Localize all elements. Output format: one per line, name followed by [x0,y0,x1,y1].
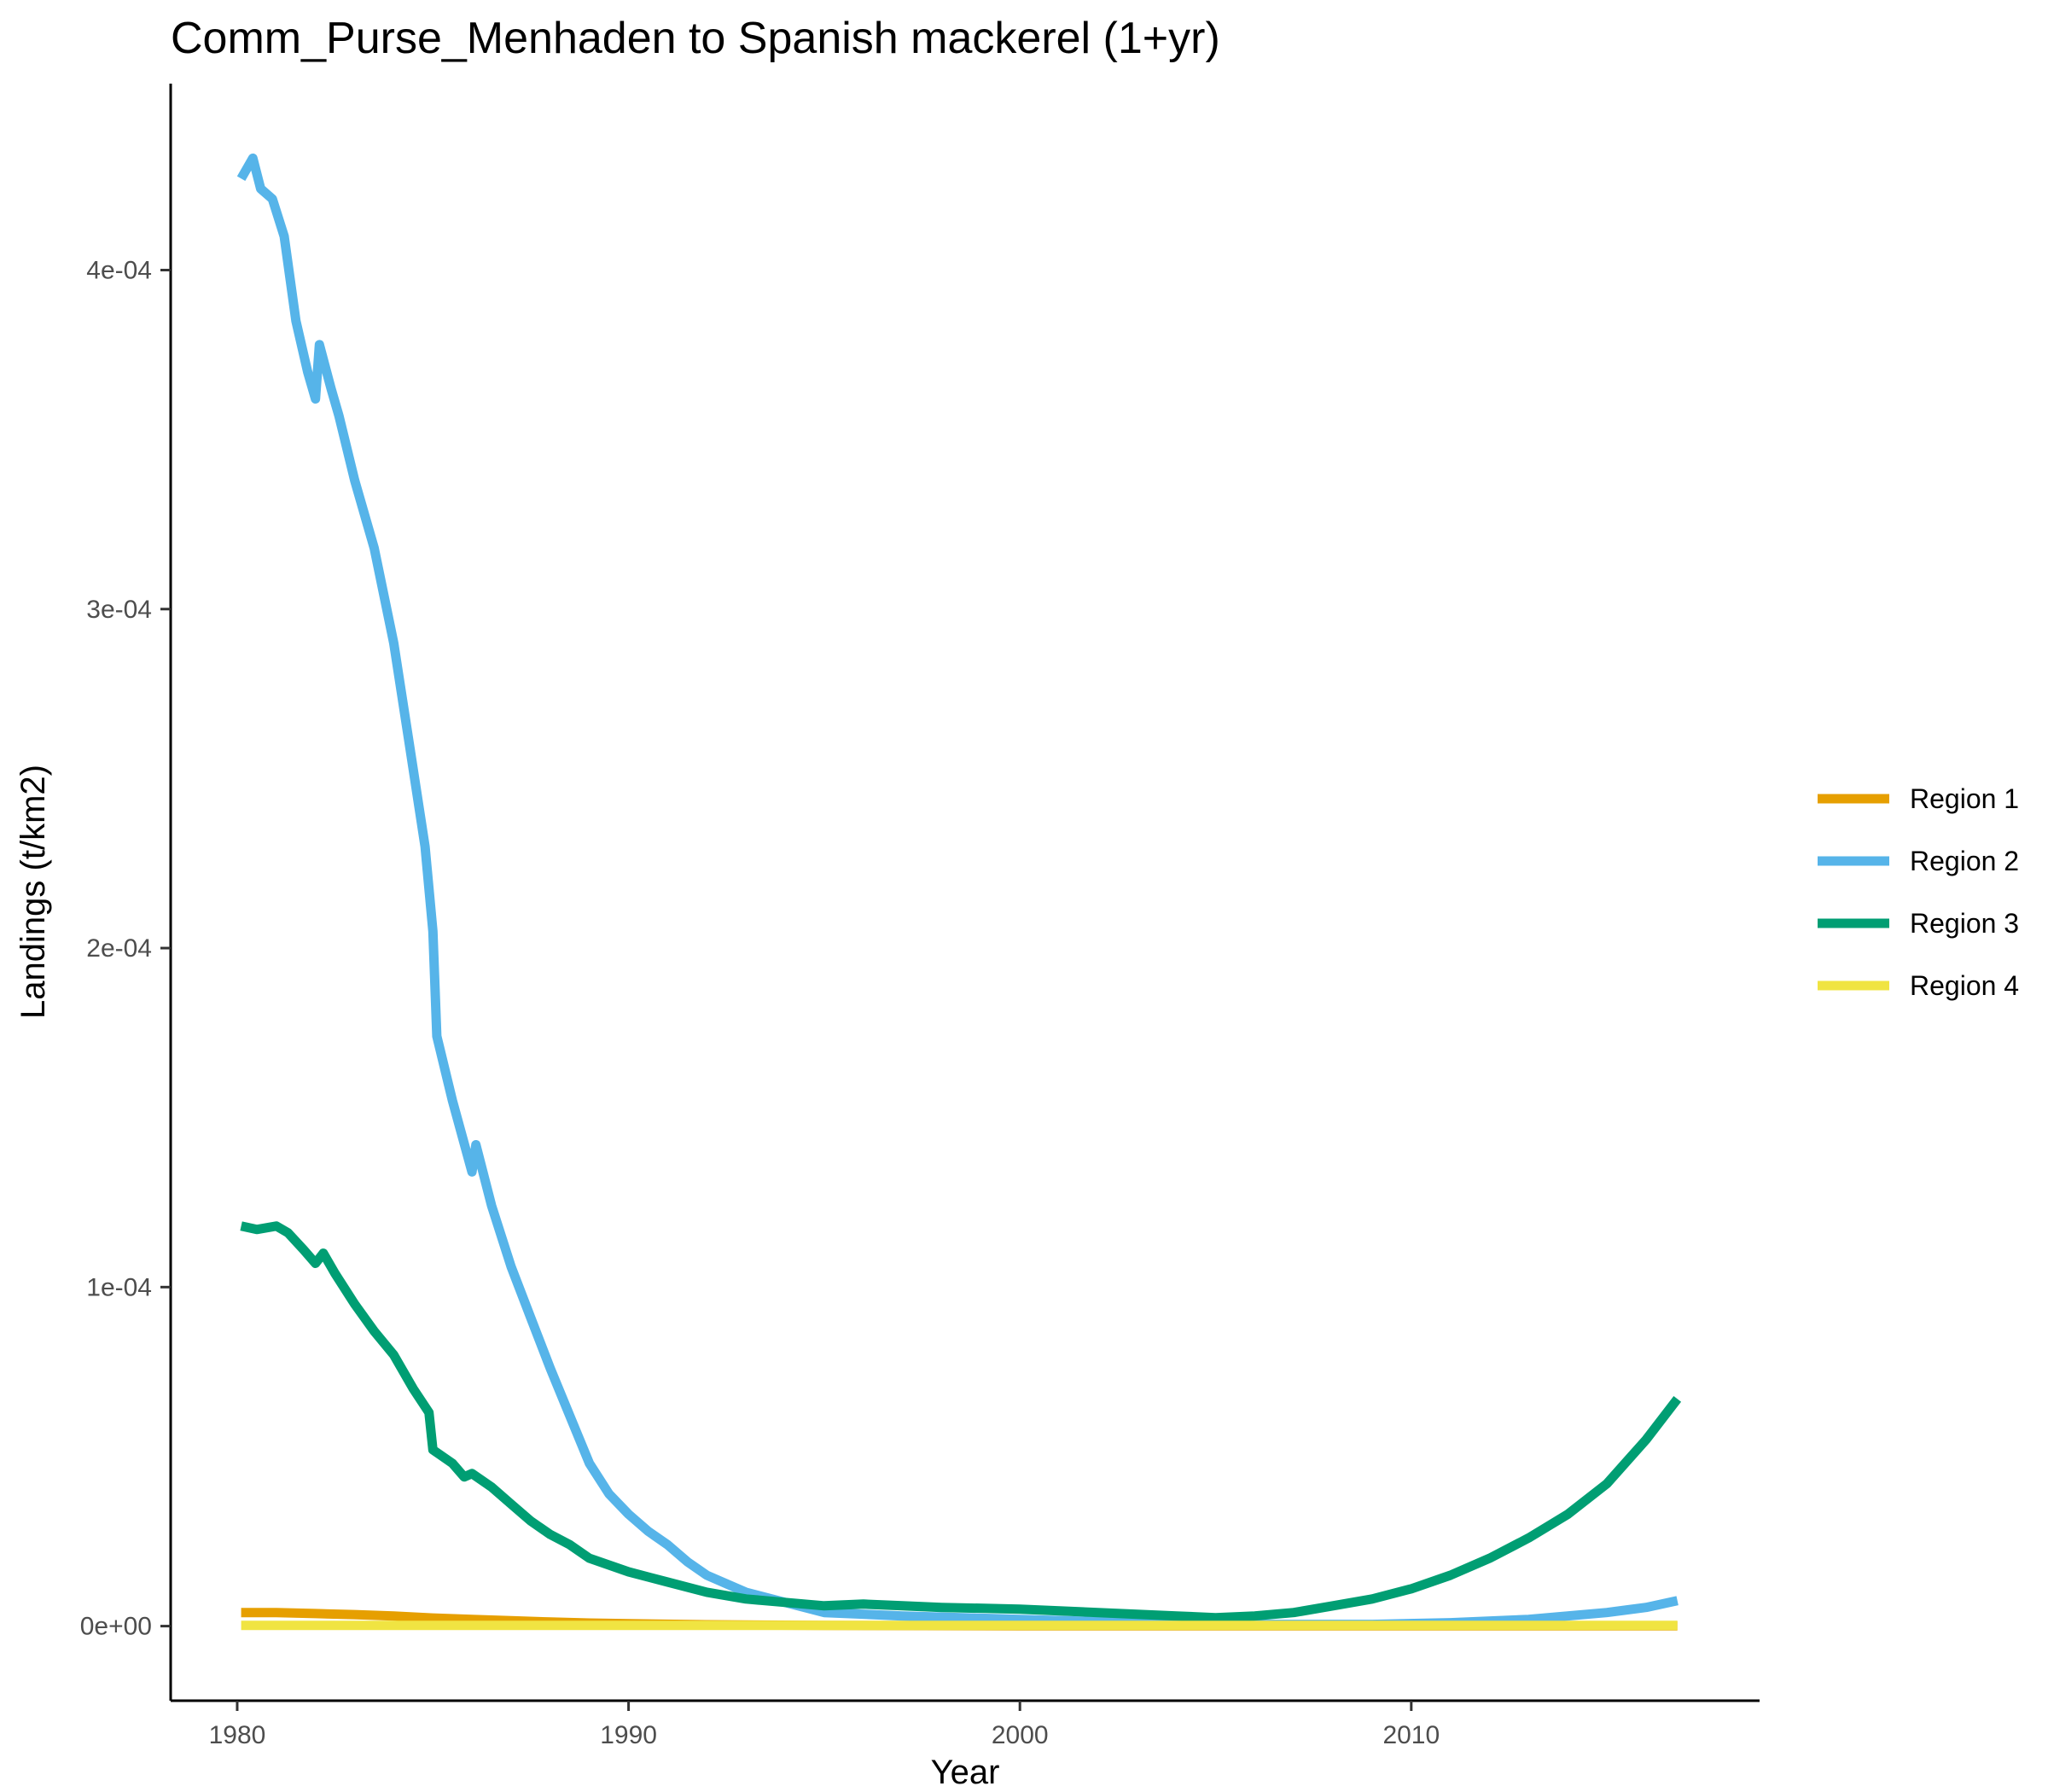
legend-label-region-3: Region 3 [1910,908,2019,939]
y-tick-label: 2e-04 [86,934,152,963]
x-ticks: 1980 1990 2000 2010 [209,1701,1440,1749]
x-tick-label: 2010 [1382,1721,1440,1749]
y-tick-label: 3e-04 [86,596,152,624]
y-axis-title: Landings (t/km2) [15,765,52,1019]
y-ticks: 0e+00 1e-04 2e-04 3e-04 4e-04 [80,257,171,1641]
chart-title: Comm_Purse_Menhaden to Spanish mackerel … [171,14,1220,63]
legend-label-region-4: Region 4 [1910,970,2019,1001]
x-tick-label: 1990 [600,1721,657,1749]
x-tick-label: 2000 [992,1721,1049,1749]
legend-label-region-2: Region 2 [1910,846,2019,876]
x-tick-label: 1980 [209,1721,266,1749]
series-line-region-3 [240,1221,1682,1623]
x-axis-title: Year [931,1754,1000,1791]
y-tick-label: 0e+00 [80,1613,152,1641]
y-tick-label: 4e-04 [86,257,152,285]
legend-label-region-1: Region 1 [1910,783,2019,814]
y-tick-label: 1e-04 [86,1273,152,1301]
legend: Region 1 Region 2 Region 3 Region 4 [1818,783,2019,1001]
series-line-region-2 [236,153,1679,1630]
plot-lines [236,153,1682,1631]
